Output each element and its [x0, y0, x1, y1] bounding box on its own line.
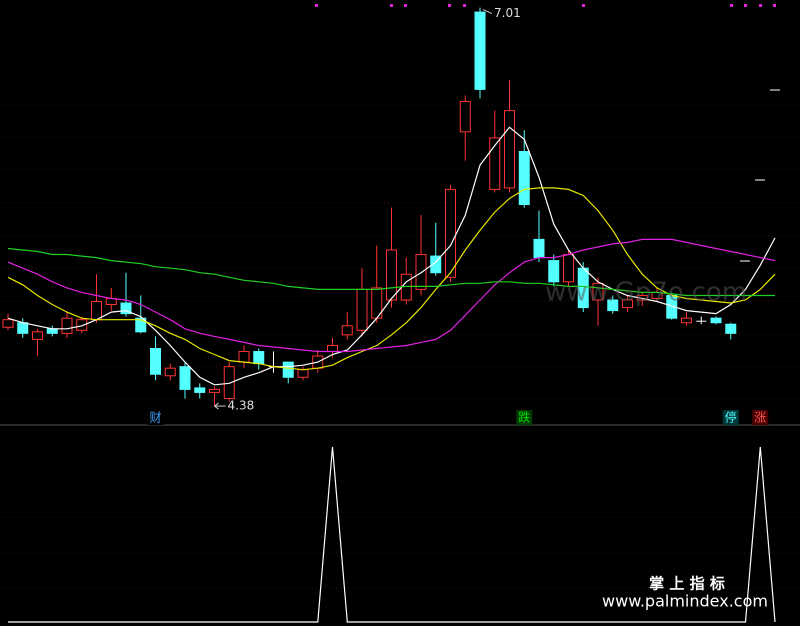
candle-body [238, 351, 250, 363]
top-markers [315, 4, 776, 7]
candle-body [533, 238, 545, 259]
candle-body [2, 319, 14, 328]
brand: 掌 上 指 标 [649, 575, 725, 593]
moving-average-line [7, 187, 776, 371]
candle-body [386, 249, 397, 301]
candle-body [592, 282, 604, 301]
candle-body [518, 151, 530, 206]
candle-body [504, 110, 515, 189]
candle-body [76, 319, 88, 331]
candle-body [489, 137, 501, 190]
signal-background [147, 410, 164, 425]
candle-body [91, 301, 102, 321]
candle-body [710, 317, 722, 324]
candle-body [253, 351, 265, 365]
high-arrow [482, 9, 493, 15]
candle-body [209, 388, 220, 393]
candle-body [681, 317, 692, 324]
indicator-line [8, 446, 776, 623]
candle-body [282, 361, 294, 378]
candle-body [120, 302, 132, 315]
candle-body [297, 369, 309, 378]
low-arrow-head [214, 402, 219, 410]
candle-body [725, 323, 737, 334]
candle-body [430, 255, 442, 274]
grid [0, 39, 800, 589]
candle-body [135, 317, 147, 333]
candle-body [194, 387, 206, 393]
low-label: 4.38 [228, 399, 255, 413]
candle-body [474, 11, 486, 90]
candle-body [445, 188, 456, 278]
candle-body [607, 299, 619, 312]
moving-average-line [7, 126, 776, 386]
price-dashes [740, 89, 780, 262]
candle-body [61, 317, 73, 334]
candle-body [164, 367, 176, 377]
signal-label: 跌 [518, 410, 530, 425]
watermark: www.Gp7o.com [545, 278, 747, 308]
signal-label: 停 [725, 410, 737, 425]
candle-body [459, 101, 471, 133]
signal-background [722, 410, 739, 425]
candle-body [327, 344, 338, 353]
signal-label: 财 [149, 411, 161, 425]
brand-url: www.palmindex.com [602, 592, 768, 611]
signal-label: 涨 [754, 410, 766, 425]
moving-average-line [7, 238, 776, 353]
candle-body [622, 299, 633, 309]
candle-body [32, 331, 43, 340]
candle-body [548, 260, 560, 283]
candle-body [17, 322, 29, 334]
candle-body [150, 347, 161, 375]
candle-body [223, 366, 235, 399]
candle-body [356, 288, 368, 331]
candle-body [341, 325, 353, 336]
candle-body [46, 328, 58, 334]
high-label: 7.01 [494, 6, 521, 20]
moving-average-line [7, 247, 775, 297]
candle-body [179, 366, 191, 390]
signal-background [752, 410, 769, 425]
signal-background [516, 410, 533, 425]
